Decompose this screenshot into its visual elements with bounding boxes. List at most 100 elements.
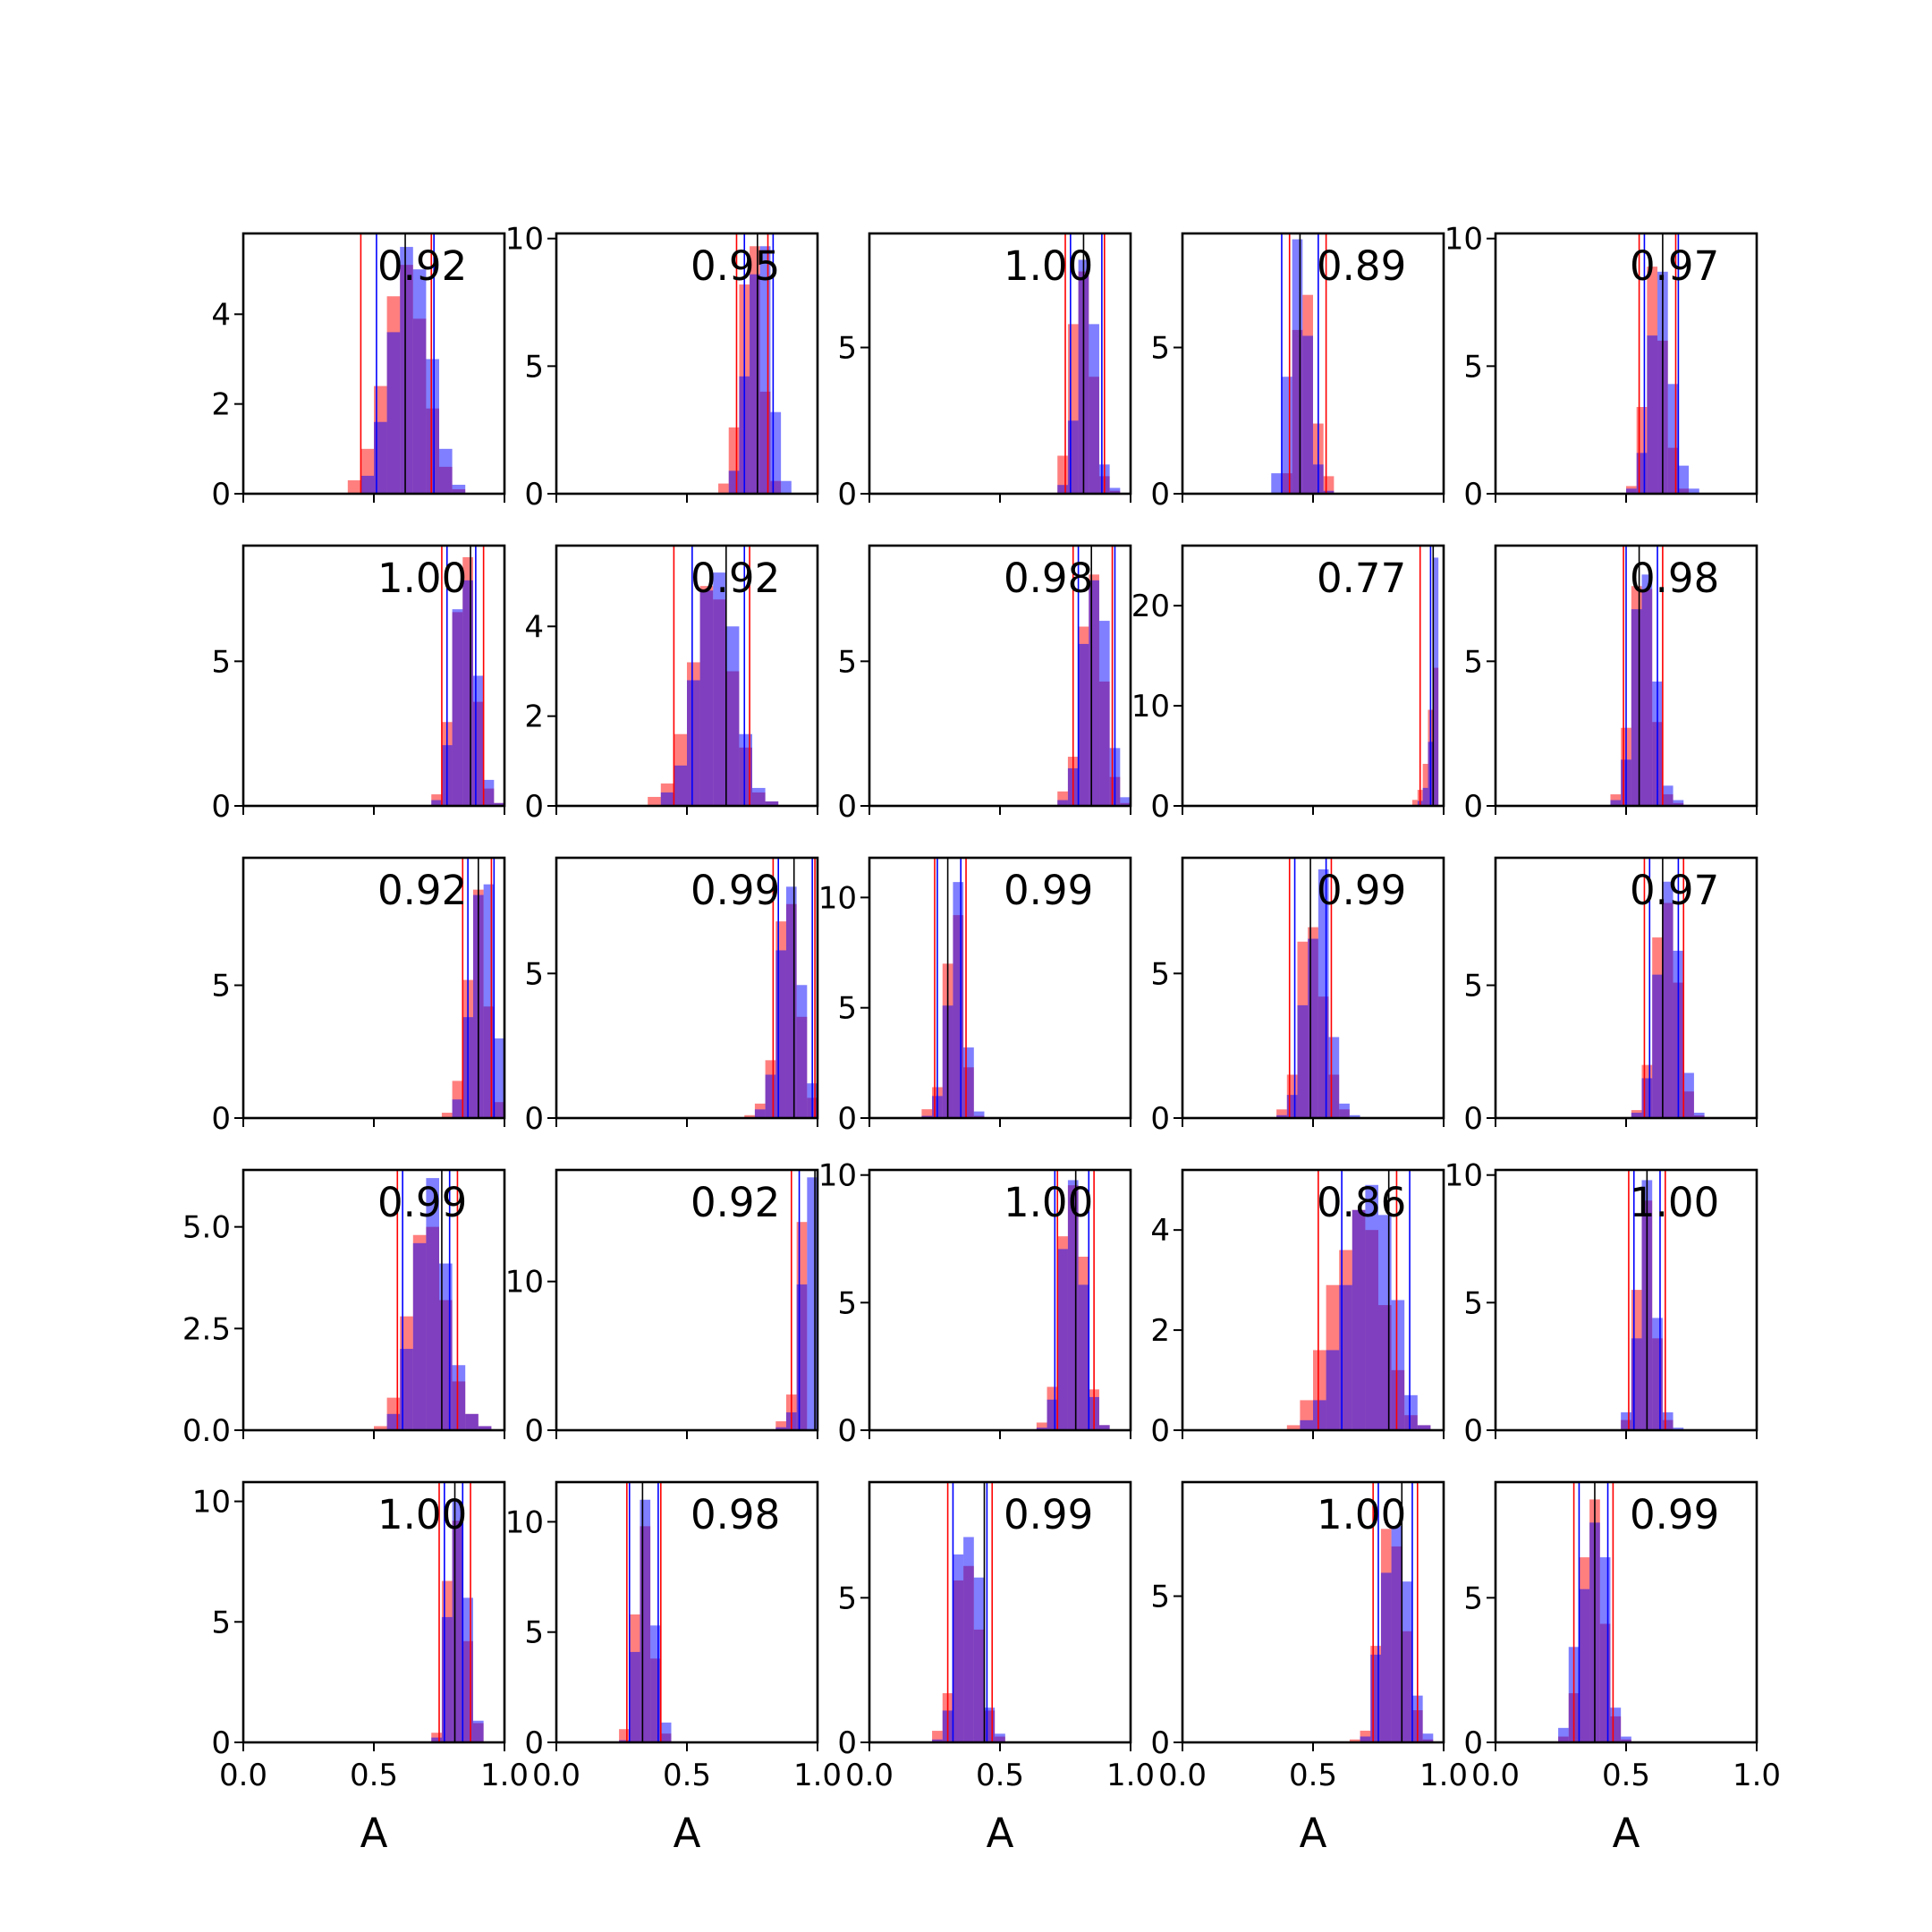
red-histogram-bar	[441, 1113, 453, 1118]
y-tick-label: 5	[837, 1285, 857, 1321]
panel-plot-area	[441, 858, 504, 1118]
panel-r4-c1: 0.0 2.5 5.0 0.99	[182, 1168, 506, 1449]
y-tick-label: 0	[1463, 1413, 1483, 1449]
blue-histogram-bar	[494, 802, 504, 806]
blue-histogram-bar	[1098, 1425, 1110, 1430]
panel-plot-area	[619, 1482, 672, 1742]
red-histogram-bar	[347, 479, 361, 494]
blue-histogram-bar	[1641, 1078, 1653, 1118]
blue-histogram-bar	[963, 1047, 974, 1118]
blue-histogram-bar	[462, 580, 473, 806]
blue-histogram-bar	[465, 1413, 479, 1430]
blue-histogram-bar	[452, 1365, 466, 1430]
x-axis-label: A	[987, 1809, 1014, 1857]
blue-histogram-bar	[1352, 1209, 1366, 1430]
correlation-value-label: 0.98	[691, 1491, 780, 1538]
panel-r1-c5: 0 5 10 0.97	[1445, 222, 1758, 513]
y-tick-label: 5	[1150, 331, 1170, 367]
blue-histogram-bar	[1057, 1249, 1068, 1430]
correlation-value-label: 0.99	[1004, 867, 1093, 914]
panel-plot-area	[1558, 1482, 1631, 1742]
y-tick-label: 10	[1445, 222, 1483, 258]
blue-histogram-bar	[1036, 1428, 1047, 1430]
correlation-value-label: 0.92	[691, 555, 780, 602]
blue-histogram-bar	[1271, 473, 1282, 494]
y-tick-label: 0	[524, 1725, 544, 1761]
y-tick-label: 0	[837, 1101, 857, 1137]
blue-histogram-bar	[478, 1426, 492, 1430]
y-tick-label: 20	[1131, 589, 1170, 624]
y-tick-label: 5	[524, 956, 544, 992]
blue-histogram-bar	[1292, 239, 1303, 494]
y-tick-label: 0	[211, 789, 231, 825]
y-tick-label: 2.5	[182, 1311, 231, 1347]
blue-histogram-bar	[1328, 1037, 1340, 1118]
correlation-value-label: 0.89	[1317, 242, 1406, 290]
y-tick-label: 10	[505, 1504, 544, 1540]
panel-r5-c1: 0 5 10 0.0 0.5 1.0 A 1.00	[192, 1480, 529, 1857]
blue-histogram-bar	[1089, 324, 1099, 494]
blue-histogram-bar	[1662, 881, 1674, 1118]
panel-plot-area	[1626, 233, 1699, 494]
correlation-value-label: 0.99	[1630, 1491, 1719, 1538]
blue-histogram-bar	[1318, 869, 1329, 1118]
y-tick-label: 5	[1150, 1580, 1170, 1615]
blue-histogram-bar	[441, 1616, 453, 1742]
blue-histogram-bar	[472, 1720, 484, 1742]
y-tick-label: 5	[211, 1605, 231, 1640]
y-tick-label: 2	[1150, 1313, 1170, 1349]
blue-histogram-bar	[1302, 335, 1313, 494]
blue-histogram-bar	[494, 1038, 504, 1118]
blue-histogram-bar	[1089, 580, 1099, 806]
correlation-value-label: 0.98	[1004, 555, 1093, 602]
panel-r3-c4: 050.99	[1150, 856, 1445, 1137]
blue-histogram-bar	[1610, 1707, 1622, 1742]
panel-plot-area	[1610, 546, 1684, 806]
red-histogram-bar	[1349, 1739, 1360, 1742]
blue-histogram-bar	[765, 801, 779, 806]
y-tick-label: 5	[1463, 1285, 1483, 1321]
y-tick-label: 10	[818, 1158, 857, 1194]
y-tick-label: 0	[1150, 1413, 1170, 1449]
correlation-value-label: 0.99	[691, 867, 780, 914]
panels-group: 0240.9205100.95051.00050.8905100.97051.0…	[182, 222, 1781, 1857]
y-tick-label: 5	[524, 1615, 544, 1651]
blue-histogram-bar	[699, 590, 714, 806]
correlation-value-label: 1.00	[377, 1491, 467, 1538]
x-axis-label: A	[360, 1809, 388, 1857]
y-tick-label: 0	[1463, 789, 1483, 825]
panel-plot-area	[1349, 1482, 1434, 1742]
blue-histogram-bar	[1579, 1589, 1590, 1742]
blue-histogram-bar	[1631, 1113, 1642, 1118]
correlation-value-label: 0.95	[691, 242, 780, 290]
blue-histogram-bar	[386, 332, 401, 494]
blue-histogram-bar	[807, 1177, 818, 1430]
blue-histogram-bar	[785, 886, 797, 1118]
y-tick-label: 0.0	[182, 1413, 231, 1449]
y-tick-label: 5.0	[182, 1210, 231, 1246]
red-histogram-bar	[1422, 763, 1428, 806]
panel-r1-c4: 050.89	[1150, 232, 1445, 513]
blue-histogram-bar	[1057, 485, 1068, 494]
blue-histogram-bar	[483, 779, 495, 806]
blue-histogram-bar	[725, 626, 740, 806]
panel-plot-area	[1036, 1170, 1110, 1430]
y-tick-label: 5	[1463, 349, 1483, 385]
panel-r3-c5: 050.97	[1463, 856, 1758, 1137]
correlation-value-label: 1.00	[1630, 1179, 1719, 1226]
blue-histogram-bar	[1621, 1412, 1631, 1430]
blue-histogram-bar	[462, 1597, 473, 1742]
x-tick-label: 0.5	[1602, 1758, 1650, 1793]
panel-plot-area	[932, 1482, 1005, 1742]
blue-histogram-bar	[452, 1099, 463, 1118]
correlation-value-label: 0.92	[377, 867, 467, 914]
blue-histogram-bar	[1433, 557, 1439, 806]
blue-histogram-bar	[426, 1178, 439, 1430]
red-histogram-bar	[1036, 1422, 1047, 1430]
correlation-value-label: 1.00	[1004, 1179, 1093, 1226]
blue-histogram-bar	[1667, 384, 1679, 494]
correlation-value-label: 0.86	[1317, 1179, 1406, 1226]
blue-histogram-bar	[1673, 1428, 1684, 1430]
blue-histogram-bar	[1636, 453, 1648, 494]
blue-histogram-bar	[1308, 938, 1318, 1118]
